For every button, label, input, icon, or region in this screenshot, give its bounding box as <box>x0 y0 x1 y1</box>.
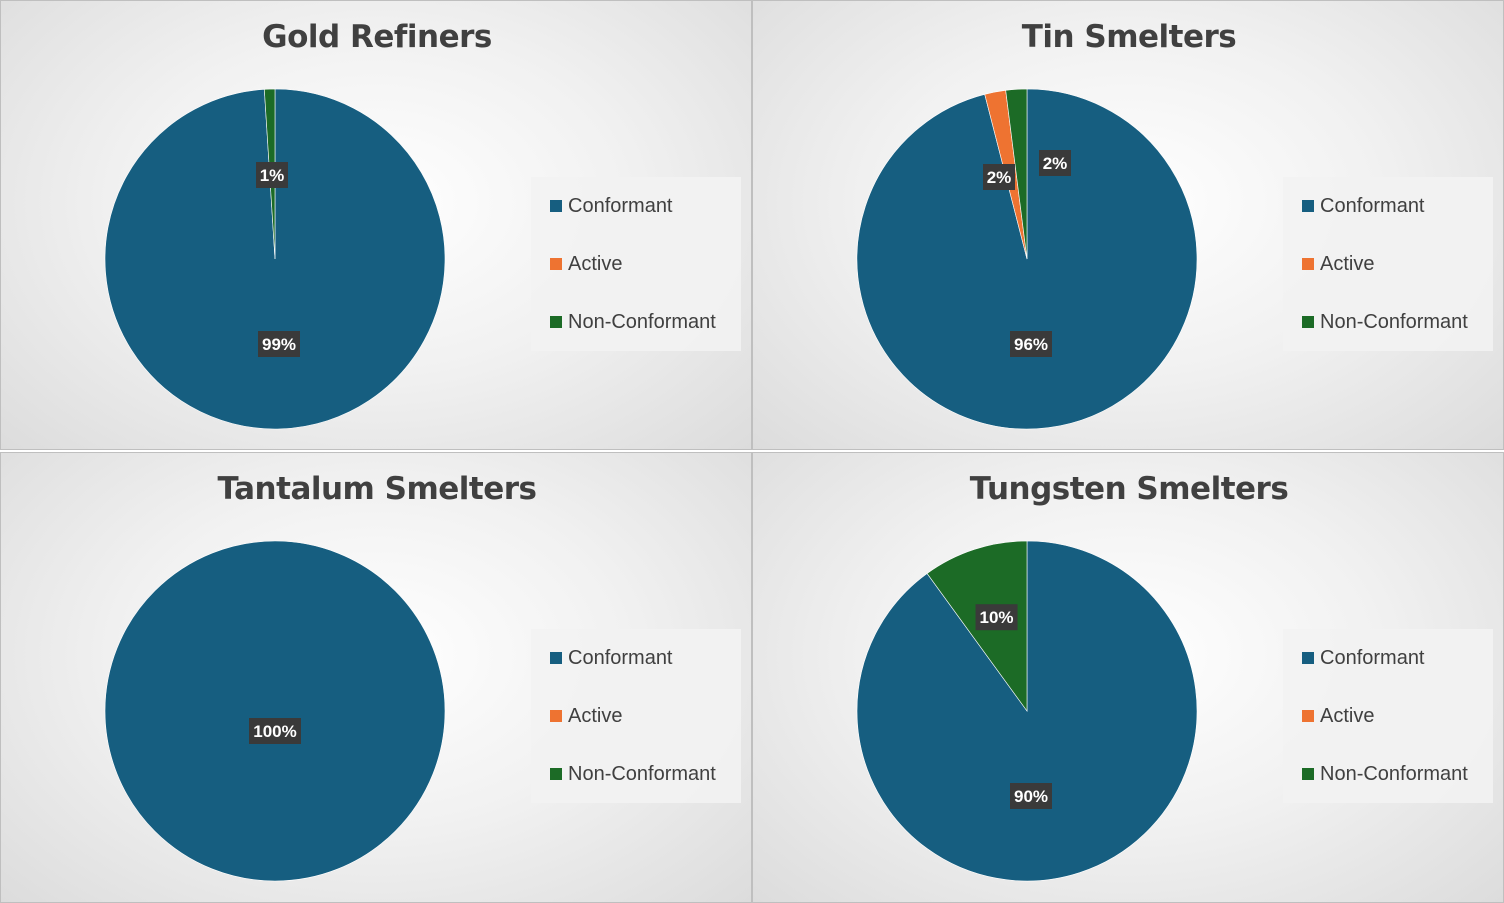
pie-chart: 90% 10% <box>856 540 1198 882</box>
legend-item-active: Active <box>550 253 622 275</box>
pie-slice-conformant <box>856 88 1198 430</box>
data-label-conformant: 99% <box>258 331 300 357</box>
legend: Conformant Active Non-Conformant <box>531 629 741 803</box>
legend-label: Active <box>1320 704 1375 727</box>
legend-label: Conformant <box>1320 646 1425 669</box>
pie-chart: 96% 2% 2% <box>856 88 1198 430</box>
legend-swatch-non-conformant <box>550 316 562 328</box>
legend-label: Non-Conformant <box>1320 762 1468 785</box>
legend-label: Active <box>568 704 623 727</box>
legend-swatch-conformant <box>1302 652 1314 664</box>
data-label-text: 2% <box>1043 154 1068 173</box>
data-label-active: 2% <box>983 164 1015 190</box>
pie-slice-conformant <box>856 540 1198 882</box>
data-label-non-conformant: 1% <box>256 162 288 188</box>
legend-swatch-non-conformant <box>1302 316 1314 328</box>
data-label-box <box>983 164 1015 190</box>
pie-slice-non-conformant <box>1005 88 1028 260</box>
legend-swatch-active <box>1302 710 1314 722</box>
legend-label: Non-Conformant <box>568 762 716 785</box>
data-label-non-conformant: 2% <box>1039 150 1071 176</box>
legend-label: Active <box>1320 252 1375 275</box>
legend-swatch-active <box>1302 258 1314 270</box>
data-label-box <box>1010 331 1052 357</box>
data-label-box <box>1039 150 1071 176</box>
legend-item-non-conformant: Non-Conformant <box>1302 763 1468 785</box>
data-label-box <box>256 162 288 188</box>
legend-item-conformant: Conformant <box>550 647 673 669</box>
data-label-conformant: 96% <box>1010 331 1052 357</box>
legend-item-active: Active <box>1302 705 1374 727</box>
legend-swatch-conformant <box>1302 200 1314 212</box>
legend-item-active: Active <box>1302 253 1374 275</box>
legend-swatch-conformant <box>550 652 562 664</box>
data-label-text: 90% <box>1014 787 1048 806</box>
legend-label: Conformant <box>1320 194 1425 217</box>
legend-label: Non-Conformant <box>1320 310 1468 333</box>
chart-panel-tin-smelters: Tin Smelters 96% 2% 2% Conformant Active N… <box>752 0 1504 450</box>
data-label-text: 1% <box>260 166 285 185</box>
chart-title: Tin Smelters <box>1021 19 1237 55</box>
legend-item-non-conformant: Non-Conformant <box>550 311 716 333</box>
legend-item-non-conformant: Non-Conformant <box>1302 311 1468 333</box>
data-label-text: 100% <box>253 722 296 741</box>
data-label-box <box>249 718 301 744</box>
legend-swatch-non-conformant <box>550 768 562 780</box>
legend-swatch-active <box>550 710 562 722</box>
chart-title: Tungsten Smelters <box>969 471 1289 507</box>
legend-label: Non-Conformant <box>568 310 716 333</box>
chart-panel-gold-refiners: Gold Refiners 99% 1% Conformant Active No… <box>0 0 752 450</box>
pie-chart: 99% 1% <box>104 88 446 430</box>
legend-swatch-non-conformant <box>1302 768 1314 780</box>
data-label-text: 10% <box>980 608 1014 627</box>
data-label-text: 2% <box>987 168 1012 187</box>
data-label-text: 99% <box>262 335 296 354</box>
legend: Conformant Active Non-Conformant <box>1283 629 1493 803</box>
legend-item-conformant: Conformant <box>550 195 673 217</box>
legend-item-active: Active <box>550 705 622 727</box>
chart-panel-tantalum-smelters: Tantalum Smelters 100% Conformant Active… <box>0 452 752 903</box>
legend-label: Active <box>568 252 623 275</box>
chart-panel-tungsten-smelters: Tungsten Smelters 90% 10% Conformant Acti… <box>752 452 1504 903</box>
chart-title: Tantalum Smelters <box>217 471 537 507</box>
pie-chart: 100% <box>104 540 446 882</box>
chart-title: Gold Refiners <box>262 19 492 55</box>
legend-label: Conformant <box>568 194 673 217</box>
data-label-box <box>1010 783 1052 809</box>
legend-swatch-conformant <box>550 200 562 212</box>
pie-slice-conformant <box>104 540 446 882</box>
data-label-box <box>258 331 300 357</box>
data-label-text: 96% <box>1014 335 1048 354</box>
legend: Conformant Active Non-Conformant <box>531 177 741 351</box>
data-label-box <box>975 604 1018 631</box>
data-label-conformant: 100% <box>249 718 301 744</box>
legend: Conformant Active Non-Conformant <box>1283 177 1493 351</box>
data-label-conformant: 90% <box>1010 783 1052 809</box>
legend-item-non-conformant: Non-Conformant <box>550 763 716 785</box>
legend-label: Conformant <box>568 646 673 669</box>
legend-item-conformant: Conformant <box>1302 195 1425 217</box>
legend-swatch-active <box>550 258 562 270</box>
legend-item-conformant: Conformant <box>1302 647 1425 669</box>
data-label-non-conformant: 10% <box>975 604 1018 631</box>
